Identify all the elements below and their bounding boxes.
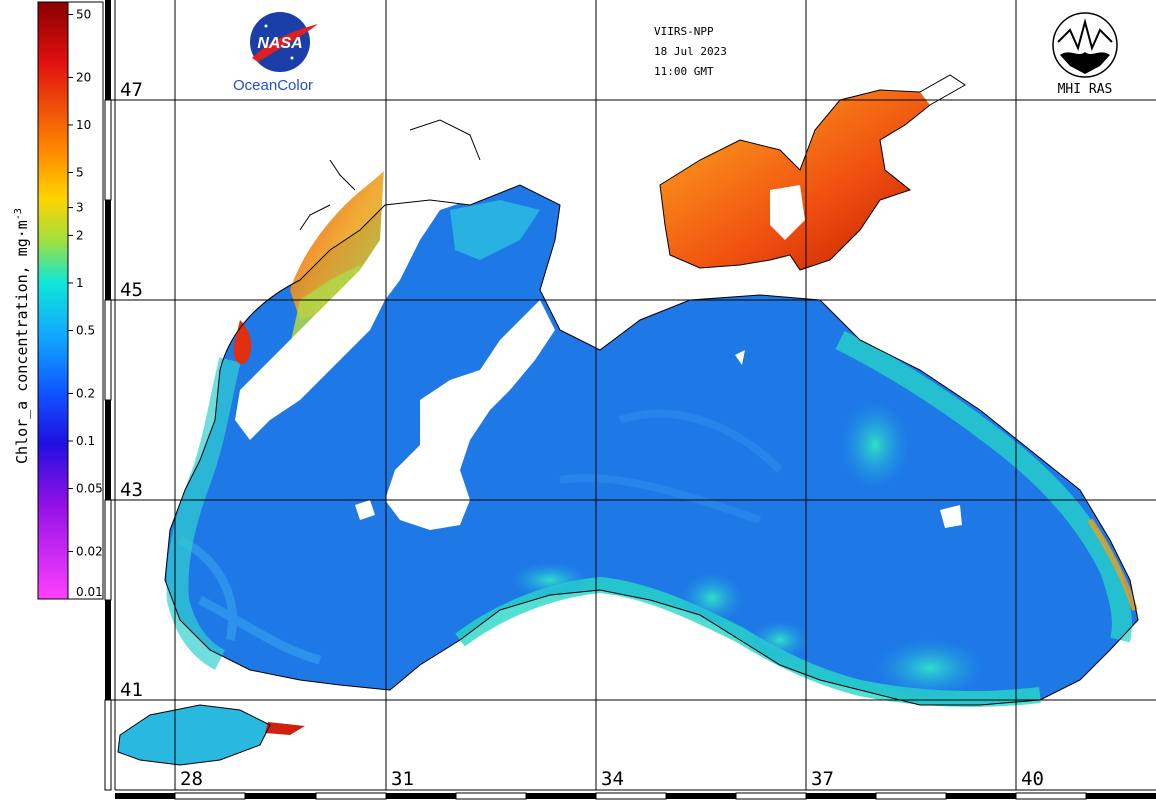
bottom-scale-gap-2 xyxy=(315,792,387,800)
colorbar-tick-label: 5 xyxy=(76,166,84,180)
mhi-emblem-wave xyxy=(1057,18,1113,51)
colorbar-tick-label: 1 xyxy=(76,276,84,290)
colorbar-title-main: Chlor_a concentration, mg·m xyxy=(13,220,31,464)
lon-label-37: 37 xyxy=(811,768,834,790)
lat-label-45: 45 xyxy=(120,279,143,301)
colorbar-tick-label: 2 xyxy=(76,228,84,242)
colorbar-tick-label: 0.2 xyxy=(76,386,95,400)
header: VIIRS-NPP 18 Jul 2023 11:00 GMT xyxy=(654,25,727,78)
colorbar: 50 20 10 5 3 2 1 0.5 0.2 0.1 0.05 0.02 0.01 Chlor_a … xyxy=(13,1,104,600)
colorbar-title-exp: -3 xyxy=(13,208,24,220)
coastal-band-east xyxy=(835,331,1132,643)
eddy-south-4 xyxy=(510,562,590,598)
lon-label-28: 28 xyxy=(180,768,203,790)
eddy-south-3 xyxy=(750,620,810,660)
oceancolor-text: OceanColor xyxy=(233,77,313,94)
lon-label-40: 40 xyxy=(1021,768,1044,790)
eddy-east xyxy=(840,400,910,490)
colorbar-tick-label: 0.1 xyxy=(76,434,95,448)
colorbar-title: Chlor_a concentration, mg·m-3 xyxy=(13,208,31,464)
coast-azov xyxy=(659,74,966,271)
lat-label-47: 47 xyxy=(120,79,143,101)
coast-nw-rivers xyxy=(299,119,481,231)
lon-label-31: 31 xyxy=(391,768,414,790)
colorbar-ramp xyxy=(37,1,69,600)
eddy-south-2 xyxy=(680,572,744,624)
left-scale-bar-gaps xyxy=(104,99,112,201)
sea-main xyxy=(165,185,1138,705)
lat-label-41: 41 xyxy=(120,679,143,701)
azov-west-cloud xyxy=(770,185,805,240)
frame xyxy=(104,0,1156,800)
nasa-swoosh xyxy=(252,24,318,62)
colorbar-tick-label: 10 xyxy=(76,118,91,132)
left-scale-bar-gaps-3 xyxy=(104,499,112,601)
left-scale-bar-gaps-2 xyxy=(104,299,112,401)
mhi-emblem-sea xyxy=(1060,52,1110,74)
bottom-scale-gap-4 xyxy=(595,792,667,800)
black-sea xyxy=(118,140,1138,765)
sea-of-azov xyxy=(660,90,930,270)
swirl-mid xyxy=(559,409,783,524)
bottom-scale-gap-3 xyxy=(455,792,527,800)
coast-main xyxy=(164,184,1139,706)
lon-labels: 28 31 34 37 40 xyxy=(180,768,1044,790)
marmara-red xyxy=(265,722,305,735)
left-scale-bar-gaps-4 xyxy=(104,699,112,791)
colorbar-tick-label: 50 xyxy=(76,8,91,22)
colorbar-label-area xyxy=(67,1,104,600)
swirl-west xyxy=(177,535,322,665)
colorbar-tick-label: 0.02 xyxy=(76,544,103,558)
nasa-text: NASA xyxy=(257,35,302,52)
bottom-scale-gap-6 xyxy=(875,792,947,800)
colorbar-tick-label: 0.05 xyxy=(76,482,103,496)
colorbar-tick-label: 0.5 xyxy=(76,324,95,338)
sensor-label: VIIRS-NPP xyxy=(654,25,714,38)
mhi-logo: MHI RAS xyxy=(1052,12,1118,97)
colorbar-tick-label: 20 xyxy=(76,70,91,84)
date-label: 18 Jul 2023 xyxy=(654,45,727,58)
coast-marmara xyxy=(117,704,271,766)
colorbar-ticks: 50 20 10 5 3 2 1 0.5 0.2 0.1 0.05 0.02 0.01 xyxy=(68,8,103,600)
lat-labels: 47 45 43 41 xyxy=(120,79,143,701)
lat-label-43: 43 xyxy=(120,479,143,501)
mhi-emblem-circle xyxy=(1052,12,1118,78)
time-label: 11:00 GMT xyxy=(654,65,714,78)
graticule xyxy=(105,0,1156,790)
sea-marmara xyxy=(118,705,270,765)
bottom-scale-gap-7 xyxy=(1015,792,1087,800)
lon-label-34: 34 xyxy=(601,768,624,790)
cloud-central xyxy=(385,300,555,530)
colorbar-tick-label: 0.01 xyxy=(76,585,103,599)
mhi-text: MHI RAS xyxy=(1058,82,1113,97)
bottom-scale-gap-5 xyxy=(735,792,807,800)
coastline xyxy=(117,74,1139,766)
bottom-scale-gap-1 xyxy=(174,792,246,800)
nasa-star-1 xyxy=(264,24,268,28)
cloud-nw xyxy=(235,140,480,440)
eddy-south-1 xyxy=(875,638,985,698)
crimea-shelf xyxy=(450,200,540,260)
nasa-star-2 xyxy=(290,56,294,60)
colorbar-tick-label: 3 xyxy=(76,201,84,215)
coastal-band-east-warm xyxy=(1087,518,1138,611)
nasa-logo: NASA OceanColor xyxy=(233,12,318,94)
azov-body xyxy=(660,90,930,270)
